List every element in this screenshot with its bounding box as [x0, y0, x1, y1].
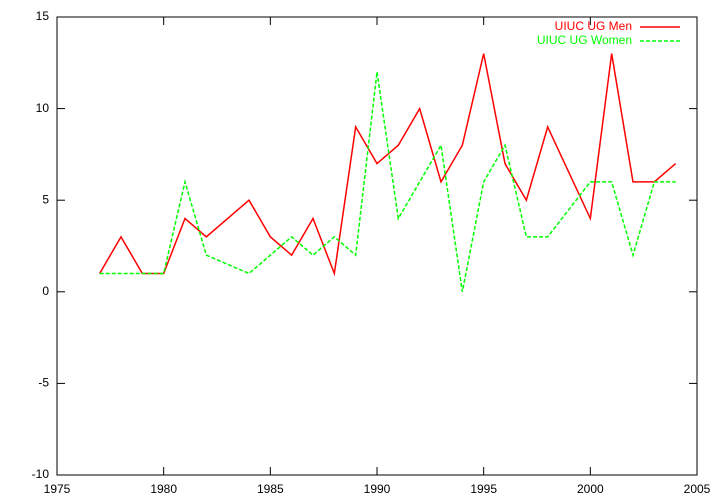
y-tick-label: 0	[42, 284, 49, 298]
x-tick-label: 1985	[257, 482, 284, 496]
plot-border	[56, 16, 698, 476]
y-tick-label: 5	[42, 192, 49, 206]
x-tick-label: 1980	[150, 482, 177, 496]
line-series	[99, 53, 677, 277]
x-tick-label: 1990	[364, 482, 391, 496]
x-tick-label: 2000	[577, 482, 604, 496]
y-tick-label: -10	[32, 467, 50, 481]
legend-label: UIUC UG Women	[537, 33, 632, 47]
y-tick-label: 15	[36, 9, 50, 23]
y-tick-label: -5	[38, 376, 49, 390]
legend-label: UIUC UG Men	[555, 19, 632, 33]
x-tick-label: 2005	[684, 482, 711, 496]
x-tick-label: 1995	[470, 482, 497, 496]
y-tick-label: 10	[36, 101, 50, 115]
x-tick-label: 1975	[44, 482, 71, 496]
line-series	[99, 71, 676, 292]
